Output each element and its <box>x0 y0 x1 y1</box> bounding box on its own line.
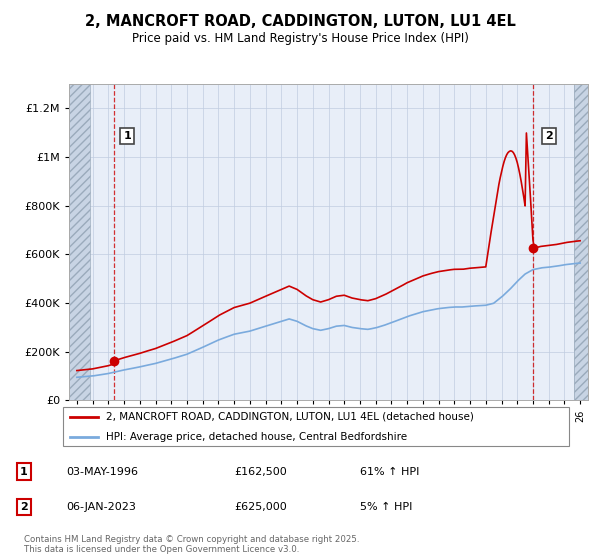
Text: Price paid vs. HM Land Registry's House Price Index (HPI): Price paid vs. HM Land Registry's House … <box>131 32 469 45</box>
FancyBboxPatch shape <box>62 407 569 446</box>
Text: £162,500: £162,500 <box>234 466 287 477</box>
Text: HPI: Average price, detached house, Central Bedfordshire: HPI: Average price, detached house, Cent… <box>106 432 407 441</box>
Bar <box>574 84 588 400</box>
Text: 2: 2 <box>545 132 553 141</box>
Text: 06-JAN-2023: 06-JAN-2023 <box>66 502 136 512</box>
Text: 03-MAY-1996: 03-MAY-1996 <box>66 466 138 477</box>
Text: 5% ↑ HPI: 5% ↑ HPI <box>360 502 412 512</box>
Bar <box>69 84 90 400</box>
Text: Contains HM Land Registry data © Crown copyright and database right 2025.
This d: Contains HM Land Registry data © Crown c… <box>24 535 359 554</box>
Bar <box>574 84 588 400</box>
Text: 2: 2 <box>20 502 28 512</box>
Text: 1: 1 <box>20 466 28 477</box>
Text: 2, MANCROFT ROAD, CADDINGTON, LUTON, LU1 4EL (detached house): 2, MANCROFT ROAD, CADDINGTON, LUTON, LU1… <box>106 412 474 422</box>
Text: 61% ↑ HPI: 61% ↑ HPI <box>360 466 419 477</box>
Bar <box>69 84 90 400</box>
Text: 1: 1 <box>124 132 131 141</box>
Text: £625,000: £625,000 <box>234 502 287 512</box>
Text: 2, MANCROFT ROAD, CADDINGTON, LUTON, LU1 4EL: 2, MANCROFT ROAD, CADDINGTON, LUTON, LU1… <box>85 14 515 29</box>
